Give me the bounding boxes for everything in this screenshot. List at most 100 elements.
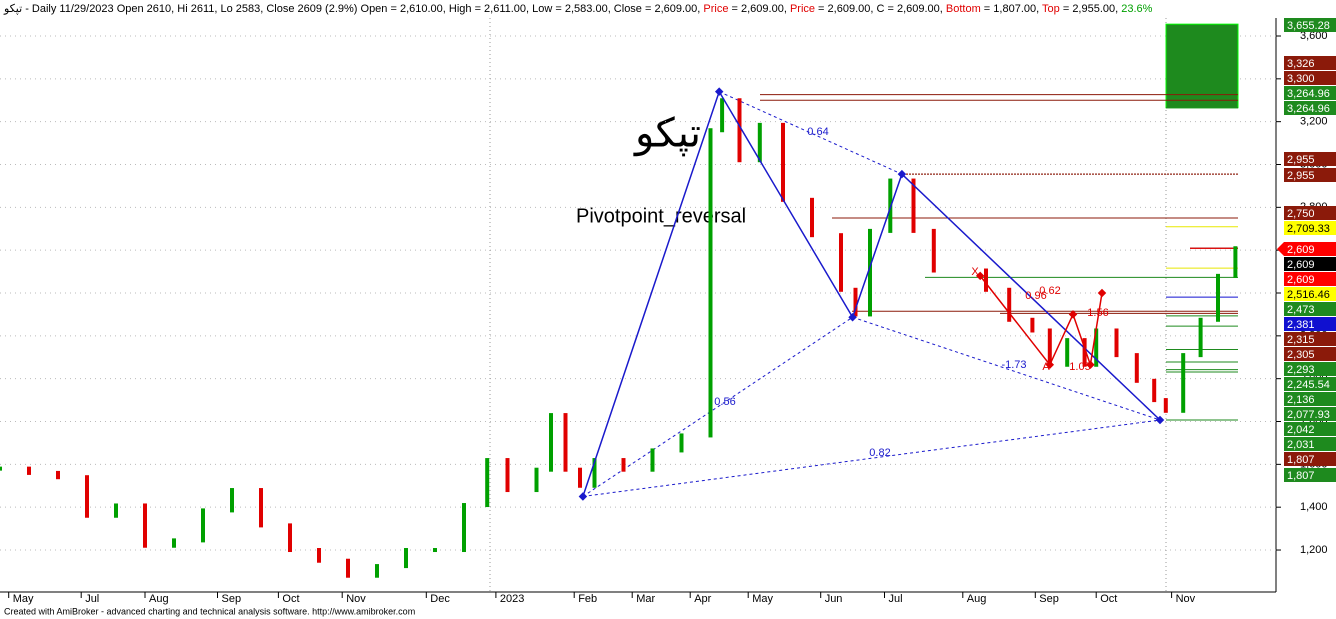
price-label-box	[1284, 56, 1336, 70]
price-label: 2,516.46	[1287, 289, 1330, 301]
price-bar	[404, 548, 408, 569]
price-bar	[143, 503, 147, 548]
price-label-box	[1284, 407, 1336, 421]
price-label: 1,807	[1287, 470, 1315, 482]
price-label-box	[1284, 362, 1336, 376]
symbol-title: تپکو	[633, 112, 701, 157]
price-bar	[375, 564, 379, 578]
x-tick-label: Oct	[1100, 593, 1117, 605]
price-bar	[505, 458, 510, 493]
x-tick-label: Sep	[222, 593, 242, 605]
pivot-marker	[1045, 360, 1055, 369]
ratio-label: 0.62	[1039, 285, 1060, 297]
pattern-connector	[852, 316, 1161, 421]
price-label-box	[1284, 206, 1336, 220]
y-tick-label: 1,200	[1300, 544, 1328, 556]
price-label-box	[1284, 392, 1336, 406]
price-bar	[737, 98, 742, 163]
pivot-marker	[578, 492, 588, 501]
price-bar	[259, 488, 263, 528]
header-segment: Top	[1042, 3, 1060, 15]
price-bar	[679, 433, 684, 453]
pattern-connector	[582, 419, 1161, 497]
header-segment: = 2,955.00,	[1060, 3, 1121, 15]
price-bar	[650, 448, 655, 472]
x-tick-label: Apr	[694, 593, 711, 605]
chart-header: تپکو - Daily 11/29/2023 Open 2610, Hi 26…	[3, 3, 1153, 15]
price-bar	[911, 178, 916, 233]
price-bar	[563, 413, 568, 472]
x-tick-label: Aug	[149, 593, 169, 605]
price-label-box	[1284, 287, 1336, 301]
price-bar	[868, 228, 872, 317]
ratio-label: A	[1042, 361, 1050, 373]
price-bar	[1082, 338, 1087, 367]
price-label-box	[1284, 272, 1336, 286]
price-bar	[757, 122, 762, 163]
ratio-label: X	[971, 266, 979, 278]
price-label-box	[1284, 468, 1336, 482]
price-bar	[1134, 353, 1139, 383]
x-tick-label: Sep	[1039, 593, 1059, 605]
price-label-box	[1284, 257, 1336, 271]
footer: Created with AmiBroker - advanced charti…	[4, 606, 415, 616]
x-tick-label: Jul	[85, 593, 99, 605]
pivot-marker	[975, 271, 985, 281]
header-segment: = 2,609.00, C = 2,609.00,	[815, 3, 946, 15]
x-tick-label: Oct	[282, 593, 299, 605]
price-bar	[1094, 328, 1099, 367]
price-bar	[1047, 328, 1052, 367]
price-bar	[1163, 398, 1168, 413]
price-label: 2,609	[1287, 274, 1315, 286]
price-label: 2,955	[1287, 170, 1315, 182]
price-bar	[27, 466, 31, 475]
price-bar	[853, 287, 858, 317]
target-box	[1165, 23, 1239, 109]
price-label-box	[1284, 242, 1336, 256]
header-segment: = 2,609.00,	[728, 3, 789, 15]
price-label: 2,473	[1287, 304, 1315, 316]
x-tick-label: 2023	[500, 593, 524, 605]
price-label-box	[1284, 86, 1336, 100]
price-bar	[708, 128, 713, 438]
price-label-box	[1284, 437, 1336, 451]
price-bar	[592, 458, 597, 488]
x-tick-label: Nov	[346, 593, 366, 605]
pivot-marker	[1086, 360, 1095, 369]
price-bar	[1065, 338, 1070, 367]
price-label: 2,609	[1287, 244, 1315, 256]
price-label: 1,807	[1287, 454, 1315, 466]
price-label: 2,245.54	[1287, 379, 1330, 391]
ratio-label: 1.05	[1069, 361, 1090, 373]
price-label-box	[1284, 422, 1336, 436]
price-label-box	[1284, 452, 1336, 466]
price-bar	[931, 228, 936, 273]
price-bar	[0, 466, 2, 471]
price-label: 2,305	[1287, 349, 1315, 361]
header-segment: تپکو - Daily 11/29/2023 Open 2610, Hi 26…	[3, 3, 703, 15]
y-tick-label: 1,400	[1300, 501, 1328, 513]
price-bar	[433, 548, 437, 553]
price-label: 2,077.93	[1287, 409, 1330, 421]
price-label: 2,315	[1287, 334, 1315, 346]
price-bar	[549, 413, 553, 472]
pivot-marker	[1155, 415, 1165, 425]
price-bar	[230, 488, 234, 513]
price-bar	[1030, 317, 1035, 333]
ratio-label: -1.73	[1001, 359, 1026, 371]
ratio-label: 0.56	[714, 396, 735, 408]
price-arrow	[1277, 242, 1284, 256]
header-segment: Bottom	[946, 3, 981, 15]
price-bar	[720, 98, 725, 133]
price-label: 2,136	[1287, 394, 1315, 406]
price-bar	[85, 475, 89, 518]
price-bar	[534, 467, 539, 493]
price-bar	[1114, 328, 1119, 358]
pivot-marker	[1097, 288, 1107, 298]
x-tick-label: Nov	[1176, 593, 1196, 605]
y-tick-label: 3,200	[1300, 116, 1328, 128]
price-label-box	[1284, 71, 1336, 85]
indicator-title: Pivotpoint_reversal	[576, 205, 746, 227]
